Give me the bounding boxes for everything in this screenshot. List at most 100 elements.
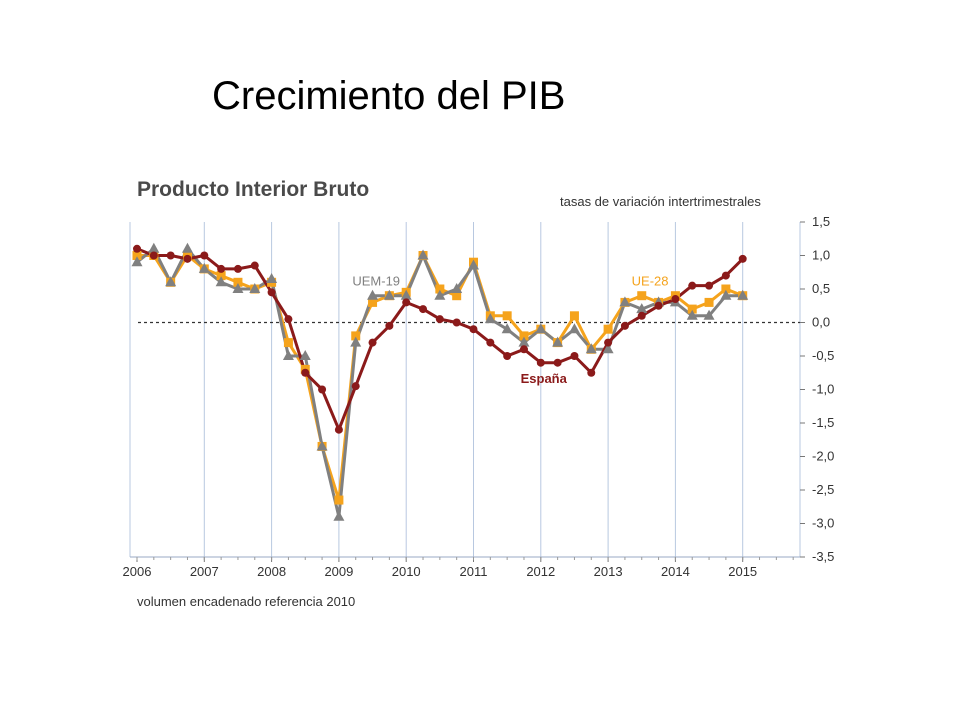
y-tick-label-1,5: 1,5 bbox=[812, 214, 830, 229]
y-tick-label-1,0: 1,0 bbox=[812, 248, 830, 263]
point-UE-28 bbox=[704, 297, 714, 307]
point-UEM-19 bbox=[568, 323, 580, 334]
point-UE-28 bbox=[721, 284, 731, 294]
x-tick-label-2009: 2009 bbox=[324, 564, 353, 579]
point-UEM-19 bbox=[148, 242, 160, 253]
point-España bbox=[368, 338, 377, 347]
point-UEM-19 bbox=[181, 242, 193, 253]
point-UEM-19 bbox=[299, 350, 311, 360]
chart-subtitle: tasas de variación intertrimestrales bbox=[560, 194, 761, 209]
slide-title: Crecimiento del PIB bbox=[212, 74, 566, 118]
point-UEM-19 bbox=[165, 276, 177, 287]
point-UEM-19 bbox=[602, 343, 614, 354]
point-España bbox=[587, 368, 596, 377]
point-UEM-19 bbox=[400, 289, 412, 300]
point-UEM-19 bbox=[249, 283, 261, 293]
point-UE-28 bbox=[637, 291, 647, 301]
point-España bbox=[435, 315, 444, 324]
point-UE-28 bbox=[233, 277, 243, 287]
x-tick-label-2010: 2010 bbox=[392, 564, 421, 579]
series-label-España: España bbox=[521, 371, 568, 386]
point-UEM-19 bbox=[518, 336, 530, 347]
point-España bbox=[654, 301, 663, 310]
point-España bbox=[402, 298, 411, 307]
y-tick-label--1,5: -1,5 bbox=[812, 415, 834, 430]
point-UE-28 bbox=[569, 311, 579, 321]
point-España bbox=[200, 251, 209, 260]
point-España bbox=[419, 305, 428, 314]
y-tick-label--1,0: -1,0 bbox=[812, 382, 834, 397]
point-España bbox=[503, 352, 512, 360]
x-tick-label-2006: 2006 bbox=[123, 564, 152, 579]
point-UE-28 bbox=[283, 338, 293, 348]
point-UE-28 bbox=[452, 291, 462, 301]
y-tick-label-0,5: 0,5 bbox=[812, 281, 830, 296]
point-España bbox=[284, 315, 293, 324]
point-UE-28 bbox=[435, 284, 445, 294]
point-España bbox=[334, 425, 343, 434]
point-UEM-19 bbox=[468, 259, 479, 270]
point-UE-28 bbox=[334, 495, 344, 505]
point-UEM-19 bbox=[585, 343, 597, 354]
point-España bbox=[233, 264, 242, 273]
point-España bbox=[267, 288, 276, 297]
point-UEM-19 bbox=[282, 350, 294, 360]
point-UEM-19 bbox=[451, 283, 463, 293]
point-UEM-19 bbox=[417, 249, 429, 260]
point-UE-28 bbox=[687, 304, 697, 314]
point-España bbox=[452, 318, 461, 327]
x-tick-label-2012: 2012 bbox=[526, 564, 555, 579]
point-España bbox=[250, 261, 259, 270]
point-UEM-19 bbox=[316, 440, 328, 451]
point-España bbox=[570, 352, 579, 360]
y-tick-label--2,5: -2,5 bbox=[812, 482, 834, 497]
point-España bbox=[604, 338, 613, 347]
chart-title: Producto Interior Bruto bbox=[137, 178, 369, 201]
point-UEM-19 bbox=[737, 289, 749, 300]
point-España bbox=[688, 281, 697, 290]
point-España bbox=[486, 338, 495, 347]
point-UEM-19 bbox=[501, 323, 513, 334]
point-UEM-19 bbox=[131, 256, 143, 267]
point-España bbox=[519, 345, 528, 354]
point-España bbox=[536, 358, 545, 367]
point-España bbox=[620, 321, 629, 330]
point-UE-28 bbox=[519, 331, 529, 341]
x-tick-label-2014: 2014 bbox=[661, 564, 690, 579]
point-España bbox=[738, 254, 747, 263]
x-tick-label-2011: 2011 bbox=[460, 564, 488, 579]
point-UEM-19 bbox=[720, 289, 732, 300]
point-UEM-19 bbox=[198, 262, 210, 273]
x-tick-label-2007: 2007 bbox=[190, 564, 219, 579]
point-España bbox=[553, 358, 562, 367]
point-UEM-19 bbox=[350, 336, 362, 347]
point-UE-28 bbox=[216, 271, 226, 281]
series-label-UEM-19: UEM-19 bbox=[352, 274, 400, 289]
point-UEM-19 bbox=[484, 313, 496, 324]
point-UEM-19 bbox=[686, 309, 698, 320]
point-UEM-19 bbox=[383, 289, 395, 300]
point-España bbox=[705, 281, 714, 290]
point-UEM-19 bbox=[367, 289, 379, 300]
y-tick-label--0,5: -0,5 bbox=[812, 348, 834, 363]
x-tick-label-2013: 2013 bbox=[594, 564, 623, 579]
point-España bbox=[183, 254, 192, 263]
point-UE-28 bbox=[368, 297, 378, 307]
y-tick-label--3,0: -3,0 bbox=[812, 516, 834, 531]
point-España bbox=[301, 368, 310, 377]
x-tick-label-2008: 2008 bbox=[257, 564, 286, 579]
point-UEM-19 bbox=[636, 303, 648, 314]
point-UEM-19 bbox=[552, 336, 564, 347]
point-UE-28 bbox=[132, 251, 142, 260]
y-tick-label-0,0: 0,0 bbox=[812, 315, 830, 330]
point-España bbox=[721, 271, 730, 280]
point-UE-28 bbox=[603, 324, 613, 334]
point-España bbox=[385, 321, 394, 330]
point-España bbox=[133, 244, 141, 253]
point-España bbox=[166, 251, 175, 260]
chart-footnote: volumen encadenado referencia 2010 bbox=[137, 594, 355, 609]
point-España bbox=[351, 382, 360, 391]
y-tick-label--3,5: -3,5 bbox=[812, 549, 834, 564]
point-UE-28 bbox=[502, 311, 512, 321]
